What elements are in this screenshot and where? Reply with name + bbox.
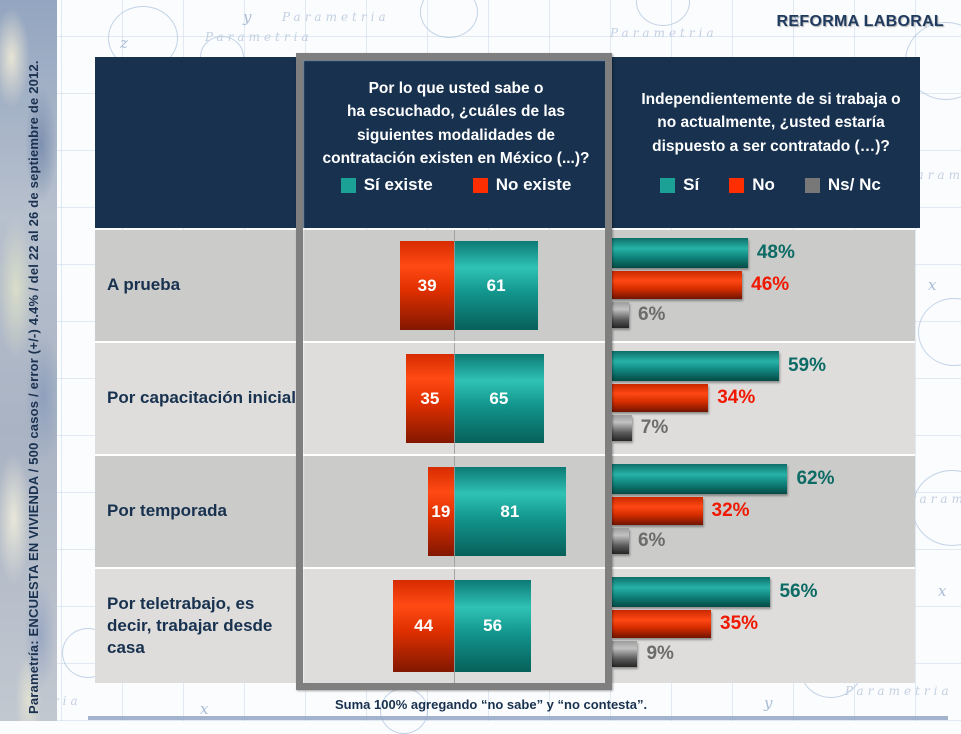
nsnc-bar: [612, 641, 638, 667]
si-swatch-icon: [660, 177, 676, 193]
no-value-label: 35%: [720, 613, 759, 634]
page-title: REFORMA LABORAL: [776, 13, 944, 30]
no-value-label: 46%: [751, 274, 790, 295]
legend-label: No existe: [495, 175, 572, 194]
si-existe-bar: 61: [454, 241, 539, 330]
si-existe-value: 81: [500, 501, 520, 521]
no-existe-bar: 19: [427, 467, 454, 556]
parametria-watermark: Parametria: [908, 492, 961, 506]
existence-question: Por lo que usted sabe o ha escuchado, ¿c…: [322, 80, 590, 167]
nsnc-bar: [612, 415, 632, 441]
chart-rows: A prueba 39 61 48% 46% 6% Por capacitaci…: [95, 230, 915, 683]
blueprint-letter-x: x: [928, 276, 937, 294]
blueprint-letter-y: y: [764, 694, 773, 712]
legend-item-nsnc: Ns/ Nc: [804, 175, 881, 195]
no-existe-value: 44: [414, 616, 434, 635]
blueprint-letter-x: x: [792, 10, 801, 28]
legend-item-si-existe: Sí existe: [340, 175, 433, 195]
willingness-legend: Sí No Ns/ Nc: [623, 175, 918, 195]
no-existe-value: 39: [417, 275, 437, 295]
nsnc-value-label: 9%: [646, 643, 674, 664]
si-value-label: 56%: [779, 581, 818, 602]
no-existe-bar: 39: [400, 241, 454, 330]
category-label: Por temporada: [107, 501, 227, 521]
no-existe-swatch-icon: [472, 177, 488, 193]
center-axis-line: [454, 343, 455, 454]
nsnc-swatch-icon: [804, 177, 820, 193]
category-label: Por capacitación inicial: [107, 388, 296, 408]
si-existe-value: 56: [483, 616, 503, 635]
blueprint-circle: [420, 0, 478, 38]
si-value-label: 62%: [796, 468, 835, 489]
side-art-strip: [0, 0, 57, 721]
questions-header: Por lo que usted sabe o ha escuchado, ¿c…: [95, 57, 920, 228]
existence-legend: Sí existe No existe: [295, 175, 617, 195]
survey-source-note: Parametría: ENCUESTA EN VIVIENDA / 500 c…: [26, 60, 41, 714]
parametria-watermark: Parametria: [205, 30, 313, 44]
parametria-watermark: Parametria: [845, 684, 953, 698]
si-existe-swatch-icon: [340, 177, 356, 193]
legend-label: Sí existe: [363, 175, 433, 194]
legend-item-si: Sí: [660, 175, 699, 195]
si-existe-value: 65: [489, 388, 509, 408]
nsnc-value-label: 6%: [637, 530, 666, 551]
blueprint-letter-x: x: [200, 700, 209, 718]
si-existe-value: 61: [486, 275, 506, 295]
legend-item-no-existe: No existe: [472, 175, 572, 195]
no-bar: [612, 384, 709, 412]
nsnc-bar: [612, 302, 629, 328]
no-existe-bar: 44: [393, 580, 454, 672]
si-bar: [612, 351, 779, 381]
no-existe-value: 19: [431, 501, 451, 521]
si-value-label: 48%: [756, 242, 795, 263]
center-axis-line: [454, 456, 455, 567]
si-bar: [612, 577, 771, 607]
si-existe-bar: 81: [454, 467, 566, 556]
si-existe-bar: 65: [454, 354, 544, 443]
center-axis-line: [454, 230, 455, 341]
blueprint-circle: [636, 0, 690, 26]
blueprint-letter-z: z: [120, 34, 128, 52]
category-row: Por capacitación inicial 35 65 59% 34% 7…: [95, 343, 915, 454]
blueprint-letter-x: x: [938, 582, 947, 600]
no-bar: [612, 271, 743, 299]
nsnc-value-label: 6%: [637, 304, 666, 325]
blueprint-letter-y: y: [243, 8, 252, 26]
center-axis-line: [454, 569, 455, 683]
legend-label: No: [752, 175, 775, 194]
footnote: Suma 100% agregando “no sabe” y “no cont…: [335, 697, 648, 712]
category-label: Por teletrabajo, es decir, trabajar desd…: [107, 593, 273, 658]
category-row: A prueba 39 61 48% 46% 6%: [95, 230, 915, 341]
no-value-label: 34%: [717, 387, 756, 408]
no-existe-bar: 35: [405, 354, 454, 443]
blueprint-baseline: [88, 716, 948, 720]
si-bar: [612, 464, 788, 494]
legend-item-no: No: [729, 175, 775, 195]
parametria-watermark: Parametria: [282, 10, 390, 24]
category-label: A prueba: [107, 275, 181, 295]
no-bar: [612, 610, 712, 638]
blueprint-circle: [912, 470, 961, 546]
no-existe-value: 35: [420, 388, 440, 408]
blueprint-circle: [918, 298, 961, 366]
category-row: Por temporada 19 81 62% 32% 6%: [95, 456, 915, 567]
legend-label: Sí: [683, 175, 700, 194]
parametria-watermark: Parametria: [610, 26, 718, 40]
no-value-label: 32%: [711, 500, 750, 521]
si-existe-bar: 56: [454, 580, 532, 672]
nsnc-bar: [612, 528, 629, 554]
legend-label: Ns/ Nc: [827, 175, 881, 194]
no-bar: [612, 497, 703, 525]
si-value-label: 59%: [787, 355, 826, 376]
nsnc-value-label: 7%: [640, 417, 669, 438]
no-swatch-icon: [729, 177, 745, 193]
willingness-question: Independientemente de si trabaja o no ac…: [641, 91, 901, 155]
category-row: Por teletrabajo, es decir, trabajar desd…: [95, 569, 915, 683]
si-bar: [612, 238, 748, 268]
